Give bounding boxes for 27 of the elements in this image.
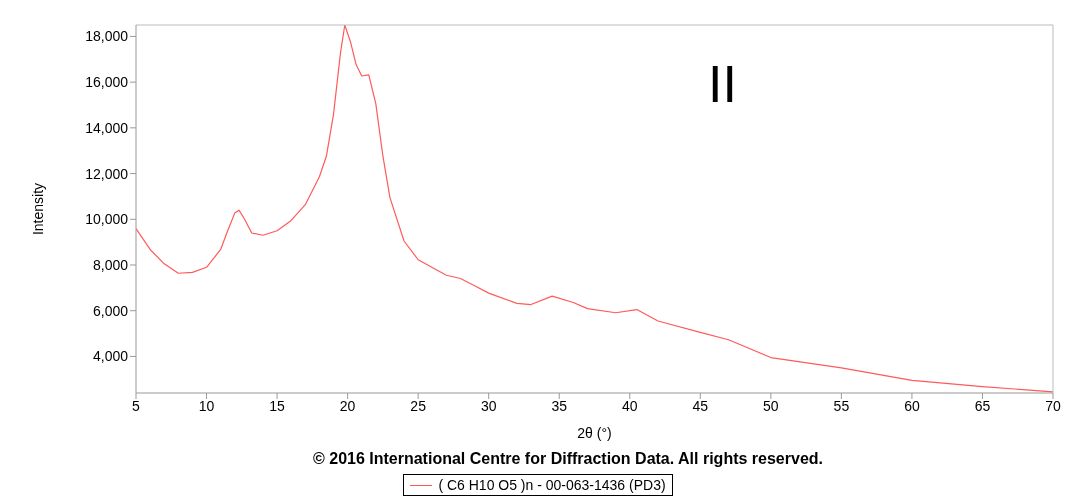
y-tick-label: 8,000 [92, 256, 129, 273]
x-tick-label: 25 [410, 397, 427, 414]
y-tick-label: 18,000 [85, 28, 129, 45]
legend-label: ( C6 H10 O5 )n - 00-063-1436 (PD3) [438, 477, 666, 493]
x-tick-label: 50 [763, 397, 779, 414]
text: © 2016 International Centre for Diffraction Data. All rights reserved. [312, 450, 824, 468]
y-tick-label: 12,000 [85, 165, 129, 182]
y-tick-label: 16,000 [85, 74, 129, 91]
y-axis-title: Intensity [29, 182, 46, 236]
x-tick-label: 10 [198, 397, 215, 414]
y-tick-label: 10,000 [85, 211, 129, 228]
x-tick-label: 45 [692, 397, 709, 414]
x-tick-label: 5 [132, 397, 141, 414]
x-tick-label: 35 [551, 397, 568, 414]
x-tick-label: 65 [974, 397, 991, 414]
y-tick-label: 6,000 [92, 302, 129, 319]
x-axis-title: 2θ (°) [577, 425, 612, 441]
x-tick-label: 30 [480, 397, 497, 414]
x-tick-label: 20 [339, 397, 356, 414]
annotation: II [708, 55, 737, 113]
x-tick-label: 40 [621, 397, 638, 414]
y-tick-label: 14,000 [85, 119, 129, 136]
x-tick-label: 15 [269, 397, 286, 414]
x-tick-label: 60 [904, 397, 920, 414]
y-tick-label: 4,000 [92, 348, 129, 365]
x-tick-label: 55 [833, 397, 850, 414]
x-tick-label: 70 [1045, 397, 1061, 414]
